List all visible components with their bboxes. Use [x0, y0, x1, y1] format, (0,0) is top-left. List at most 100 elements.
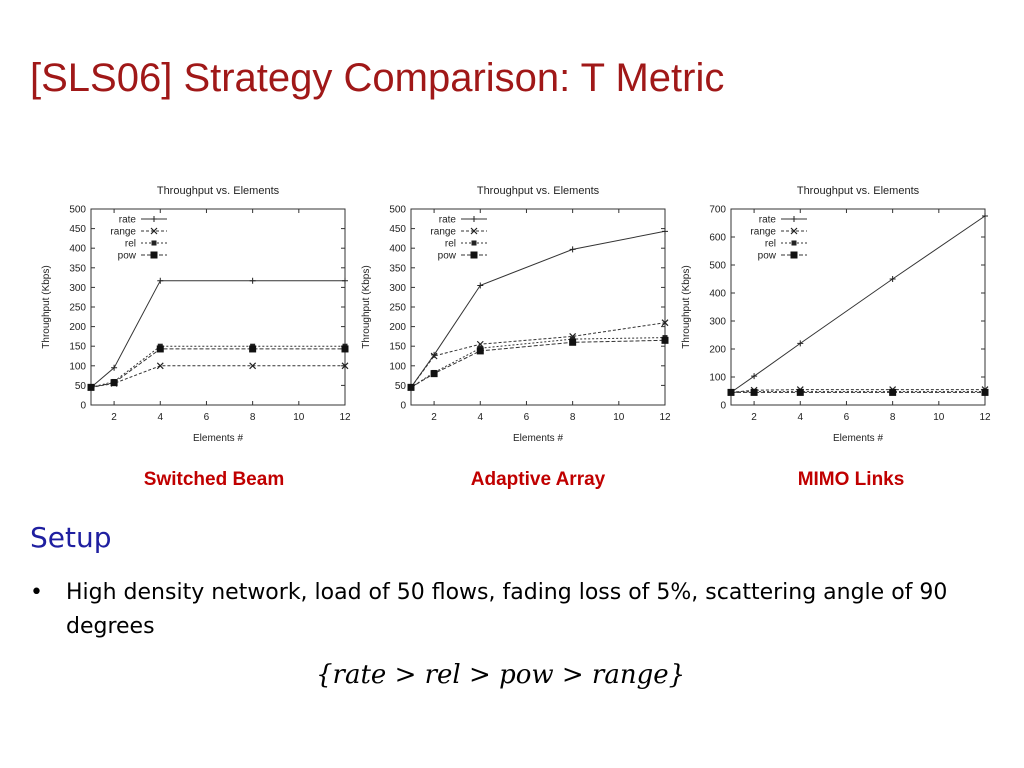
- caption-mimo-links: MIMO Links: [797, 469, 905, 490]
- chart-title: Throughput vs. Elements: [157, 185, 280, 197]
- x-tick-label: 4: [477, 412, 483, 423]
- series-rate: [728, 213, 988, 396]
- series-range: [727, 386, 989, 396]
- point-pow: [341, 345, 349, 353]
- point-rate: [889, 276, 896, 282]
- y-tick-label: 100: [389, 361, 406, 372]
- legend-marker-rel: [791, 240, 797, 246]
- legend-marker-pow: [470, 251, 478, 259]
- y-tick-label: 400: [389, 244, 406, 255]
- slide-title: [SLS06] Strategy Comparison: T Metric: [30, 56, 725, 100]
- y-tick-label: 50: [75, 381, 87, 392]
- y-axis-label: Throughput (Kbps): [681, 265, 692, 348]
- point-range: [156, 362, 164, 370]
- y-tick-label: 300: [709, 317, 726, 328]
- y-tick-label: 50: [395, 381, 407, 392]
- y-axis-label: Throughput (Kbps): [361, 265, 372, 348]
- point-rate: [157, 277, 164, 284]
- y-tick-label: 450: [69, 224, 86, 235]
- point-pow: [796, 388, 804, 396]
- x-tick-label: 12: [979, 412, 991, 423]
- chart-switched-beam: Throughput vs. Elements 0 50 100 150 200 250 30…: [36, 178, 356, 453]
- point-pow: [476, 347, 484, 355]
- x-tick-label: 2: [431, 412, 437, 423]
- x-tick-label: 12: [659, 412, 671, 423]
- legend-marker-pow: [150, 251, 158, 259]
- point-rate: [569, 246, 576, 253]
- ranking-formula: {rate > rel > pow > range}: [316, 660, 686, 690]
- legend-label-rate: rate: [119, 215, 137, 226]
- point-range: [249, 362, 257, 370]
- point-rate: [111, 364, 118, 371]
- series-pow: [407, 336, 669, 391]
- x-tick-label: 6: [524, 412, 530, 423]
- y-tick-label: 500: [389, 205, 406, 216]
- series-line-rel: [90, 345, 345, 388]
- series-rel: [88, 343, 348, 390]
- y-tick-label: 400: [709, 289, 726, 300]
- x-tick-label: 8: [250, 412, 256, 423]
- point-rate: [249, 277, 256, 284]
- y-tick-label: 200: [69, 322, 86, 333]
- chart-title: Throughput vs. Elements: [477, 185, 600, 197]
- y-tick-label: 0: [400, 401, 406, 412]
- y-tick-label: 0: [80, 401, 86, 412]
- point-pow: [110, 379, 118, 387]
- x-axis-label: Elements #: [833, 433, 883, 444]
- point-rate: [477, 282, 484, 289]
- x-tick-label: 4: [797, 412, 803, 423]
- legend-label-pow: pow: [438, 251, 457, 262]
- series-line-range: [90, 365, 345, 388]
- point-pow: [249, 345, 257, 353]
- x-axis-label: Elements #: [193, 433, 243, 444]
- plot-frame: [730, 208, 986, 406]
- legend-label-rel: rel: [445, 239, 456, 250]
- point-pow: [569, 338, 577, 346]
- point-pow: [750, 388, 758, 396]
- series-line-range: [730, 389, 985, 393]
- legend-marker-range: [150, 227, 158, 235]
- point-pow: [156, 345, 164, 353]
- y-tick-label: 500: [69, 205, 86, 216]
- bullet-text: High density network, load of 50 flows, …: [66, 580, 948, 639]
- legend-label-pow: pow: [118, 251, 137, 262]
- point-rate: [751, 373, 758, 380]
- series-pow: [727, 388, 989, 396]
- y-tick-label: 350: [389, 263, 406, 274]
- point-rate: [662, 228, 668, 235]
- series-range: [407, 319, 669, 391]
- legend-label-rel: rel: [765, 239, 776, 250]
- y-tick-label: 200: [389, 322, 406, 333]
- point-pow: [430, 370, 438, 378]
- point-range: [341, 362, 349, 370]
- x-tick-label: 4: [157, 412, 163, 423]
- point-pow: [87, 383, 95, 391]
- x-tick-label: 12: [339, 412, 351, 423]
- legend-label-range: range: [110, 227, 136, 238]
- y-tick-label: 300: [69, 283, 86, 294]
- y-tick-label: 400: [69, 244, 86, 255]
- point-range: [661, 319, 669, 327]
- legend-label-rate: rate: [439, 215, 457, 226]
- y-tick-label: 100: [709, 373, 726, 384]
- y-tick-label: 600: [709, 233, 726, 244]
- series-line-rel: [410, 337, 666, 388]
- y-tick-label: 300: [389, 283, 406, 294]
- y-tick-label: 250: [69, 303, 86, 314]
- point-pow: [889, 388, 897, 396]
- chart-svg: Throughput vs. Elements 0 50 100 150 200 250 30…: [361, 185, 671, 444]
- x-tick-label: 10: [613, 412, 625, 423]
- y-tick-label: 150: [389, 342, 406, 353]
- legend-marker-rate: [471, 216, 477, 222]
- series-line-pow: [410, 339, 666, 388]
- y-axis-label: Throughput (Kbps): [41, 265, 52, 348]
- series-range: [87, 362, 349, 391]
- point-pow: [727, 388, 735, 396]
- chart-adaptive-array: Throughput vs. Elements 0 50 100 150 200 250 30…: [356, 178, 676, 453]
- x-tick-label: 10: [933, 412, 945, 423]
- x-tick-label: 2: [751, 412, 757, 423]
- point-pow: [407, 383, 415, 391]
- legend-label-rel: rel: [125, 239, 136, 250]
- legend-label-pow: pow: [758, 251, 777, 262]
- chart-svg: Throughput vs. Elements 0 100 200 300 400 500 6…: [681, 185, 991, 444]
